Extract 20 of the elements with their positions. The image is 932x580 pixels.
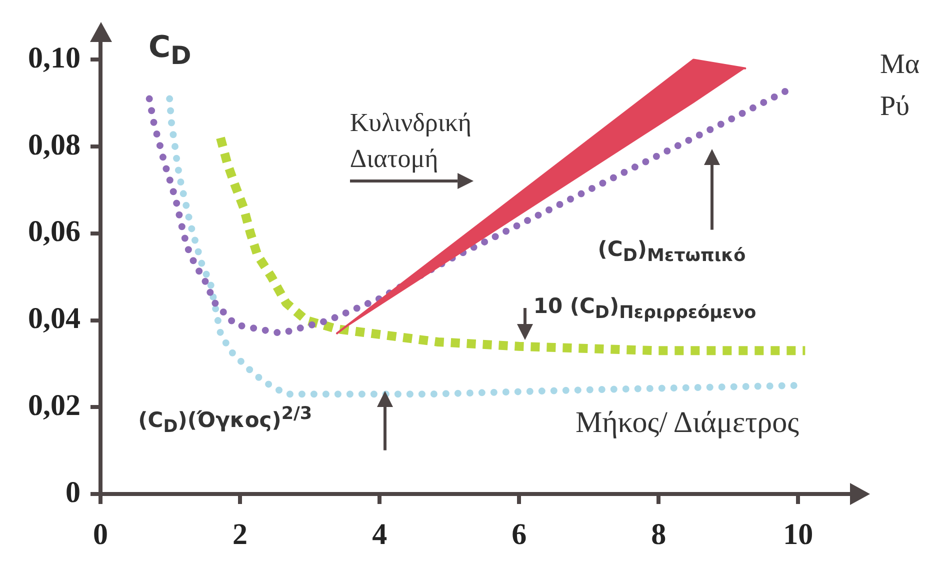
annotation: (C$_{D}$)(Όγκος)$^{2/3}$: [138, 402, 314, 439]
annotation: Κυλινδρική Διατομή: [350, 107, 473, 175]
annotation: 10 (C$_{D}$)$_{Περιρρεόμενο}$: [533, 293, 758, 326]
y-tick-label: 0,04: [28, 302, 80, 336]
y-tick-label: 0,06: [28, 215, 80, 248]
x-tick-label: 10: [783, 518, 814, 551]
y-tick-label: 0,10: [28, 41, 80, 74]
y-tick-label: 0: [66, 476, 80, 509]
text: Ρύ: [880, 90, 910, 124]
annotation: (C$_{D}$)$_{Μετωπικό}$: [598, 236, 747, 268]
x-tick-label: 0: [93, 518, 108, 551]
x-tick-label: 2: [232, 518, 248, 551]
y-tick-label: 0,02: [28, 388, 80, 422]
x-tick-label: 4: [372, 518, 388, 551]
x-axis-title: Μήκος/ Διάμετρος: [575, 406, 799, 440]
text: Μα: [880, 48, 920, 82]
x-tick-label: 8: [651, 518, 666, 551]
x-tick-label: 6: [512, 518, 527, 551]
y-tick-label: 0,08: [28, 128, 80, 162]
y-axis-title: C$_{D}$: [148, 30, 192, 70]
